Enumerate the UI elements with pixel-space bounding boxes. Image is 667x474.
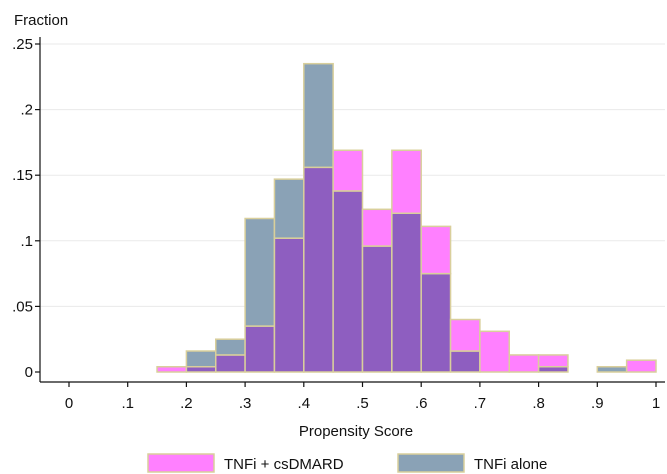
legend-label-tnfi-alone: TNFi alone <box>474 456 547 473</box>
bar-overlap <box>391 212 422 373</box>
x-tick-labels: 0 .1 .2 .3 .4 .5 .6 .7 .8 .9 1 <box>65 382 660 412</box>
bar-tnfi-csdmard <box>508 354 540 373</box>
bar-tnfi-csdmard <box>361 208 393 247</box>
y-tick-label: .15 <box>12 167 33 184</box>
x-tick-label: .5 <box>356 395 369 412</box>
x-tick-label: 0 <box>65 395 73 412</box>
bar-overlap <box>303 166 334 373</box>
bar-overlap <box>215 354 246 373</box>
x-tick-label: .9 <box>591 395 604 412</box>
legend-swatch-tnfi-csdmard <box>147 453 215 473</box>
axes <box>39 37 665 383</box>
y-tick-labels: 0 .05 .1 .15 .2 .25 <box>12 36 40 381</box>
bar-tnfi-csdmard <box>420 225 452 275</box>
bar-tnfi-csdmard <box>332 149 364 192</box>
y-tick-label: .1 <box>20 233 33 250</box>
x-tick-label: .2 <box>180 395 193 412</box>
bar-tnfi-alone <box>244 217 276 327</box>
bar-tnfi-alone <box>215 338 246 356</box>
bar-tnfi-csdmard <box>537 354 569 368</box>
bar-tnfi-alone <box>185 350 217 368</box>
bar-overlap <box>273 237 305 373</box>
bar-overlap <box>185 366 217 373</box>
x-tick-label: .7 <box>474 395 487 412</box>
bar-tnfi-csdmard <box>391 149 422 214</box>
bar-overlap <box>332 190 364 373</box>
bar-overlap <box>537 366 569 373</box>
legend: TNFi + csDMARD TNFi alone <box>147 453 547 473</box>
bar-tnfi-csdmard <box>156 366 188 373</box>
bar-overlap <box>361 245 393 373</box>
bar-tnfi-alone <box>273 178 305 239</box>
histogram-bars <box>156 62 657 373</box>
y-tick-label: .25 <box>12 36 33 53</box>
y-tick-label: .05 <box>12 298 33 315</box>
x-tick-label: .3 <box>239 395 252 412</box>
x-axis-title: Propensity Score <box>299 423 413 440</box>
bar-tnfi-csdmard <box>449 318 481 352</box>
bar-overlap <box>244 325 276 373</box>
y-tick-label: .2 <box>20 102 33 119</box>
y-tick-label: 0 <box>25 364 33 381</box>
bar-tnfi-csdmard <box>625 359 657 373</box>
legend-swatch-tnfi-alone <box>397 453 465 473</box>
x-tick-label: .6 <box>415 395 428 412</box>
y-axis-title: Fraction <box>14 12 68 29</box>
bar-tnfi-alone <box>596 366 628 373</box>
bar-overlap <box>420 272 452 373</box>
bar-tnfi-alone <box>303 62 334 169</box>
x-tick-label: .4 <box>298 395 311 412</box>
x-tick-label: 1 <box>652 395 660 412</box>
x-tick-label: .8 <box>532 395 545 412</box>
legend-label-tnfi-csdmard: TNFi + csDMARD <box>224 456 344 473</box>
bar-overlap <box>449 350 481 373</box>
x-tick-label: .1 <box>121 395 134 412</box>
bar-tnfi-csdmard <box>479 330 510 373</box>
